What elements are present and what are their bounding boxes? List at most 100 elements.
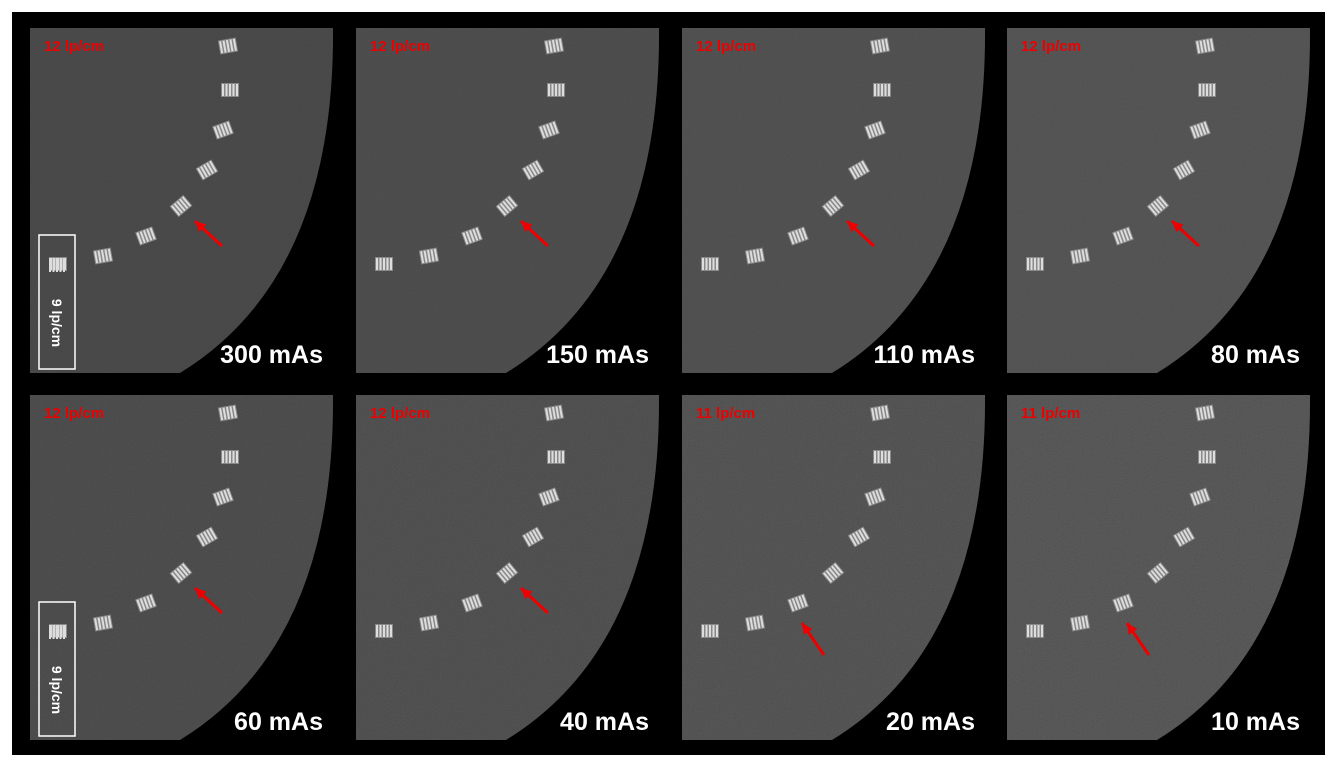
pattern-bar (1081, 616, 1086, 629)
pattern-bar (232, 451, 235, 463)
scale-label: 9 lp/cm (49, 299, 65, 347)
bar-pattern (543, 37, 565, 55)
bar-pattern (547, 83, 565, 97)
pattern-bar (865, 493, 872, 506)
pattern-bar (865, 126, 872, 139)
pattern-bar (176, 567, 186, 579)
pattern-bar (1074, 250, 1079, 263)
pattern-bar (52, 625, 55, 639)
pattern-bar (788, 232, 795, 245)
pattern-bar (1041, 258, 1043, 270)
pattern-bar (555, 39, 560, 52)
arrow-head (521, 588, 533, 600)
pattern-bar (858, 162, 866, 174)
pattern-bar (59, 625, 62, 639)
pattern-bar (97, 617, 102, 630)
pattern-bar (558, 451, 561, 463)
pattern-bar (502, 567, 512, 579)
pattern-bar (752, 616, 758, 630)
arrow-head (847, 221, 859, 233)
pattern-bar (1116, 598, 1123, 611)
pattern-bar (63, 625, 65, 639)
pattern-bar (179, 198, 189, 209)
pattern-bar (1126, 594, 1133, 607)
pattern-bar (472, 595, 479, 608)
pattern-bar (497, 205, 507, 216)
pattern-bar (1199, 451, 1201, 463)
scale-box (38, 601, 76, 737)
pattern-bar (1202, 451, 1205, 463)
pattern-bar (746, 251, 751, 264)
pattern-bar (505, 198, 515, 209)
pattern-bar (1041, 625, 1043, 637)
pattern-bar (213, 126, 220, 139)
pattern-bar (852, 166, 860, 178)
pattern-bar (562, 84, 564, 96)
pattern-bar (1113, 232, 1120, 245)
pattern-bar (549, 122, 556, 135)
bar-pattern (375, 624, 393, 638)
pattern-bar (535, 160, 543, 173)
pattern-bar (881, 39, 886, 52)
pattern-bar (529, 164, 537, 176)
bar-pattern (1112, 226, 1134, 246)
pattern-bar (1206, 39, 1211, 52)
pattern-bar (426, 616, 432, 630)
pattern-bar (229, 39, 234, 52)
pattern-bar (499, 203, 509, 214)
pattern-bar (825, 203, 835, 214)
pattern-bar (542, 125, 549, 138)
pattern-bar (874, 84, 876, 96)
bar-pattern (212, 487, 234, 507)
bar-pattern (375, 257, 393, 271)
pattern-bar (548, 84, 550, 96)
pattern-bar (752, 249, 758, 263)
pattern-bar (716, 258, 718, 270)
pattern-bar (206, 162, 214, 174)
pattern-bar (222, 407, 227, 420)
bar-pattern (1146, 194, 1170, 218)
pattern-bar (216, 125, 223, 138)
pattern-bar (219, 408, 224, 421)
pattern-bar (505, 565, 515, 576)
bar-pattern (873, 83, 891, 97)
bar-pattern (821, 194, 845, 218)
pattern-bar (532, 529, 540, 541)
pattern-bar (1158, 563, 1168, 574)
pattern-bar (526, 166, 534, 178)
pattern-bar (1037, 625, 1040, 637)
pattern-bar (849, 534, 857, 547)
pattern-bar (1081, 249, 1086, 262)
pattern-bar (1206, 451, 1208, 463)
pattern-bar (548, 407, 553, 420)
pattern-bar (798, 595, 805, 608)
pattern-bar (181, 196, 191, 207)
pattern-bar (433, 248, 438, 261)
pattern-bar (1156, 565, 1166, 576)
pattern-bar (386, 625, 389, 637)
pattern-bar (872, 124, 878, 136)
pattern-bar (379, 625, 382, 637)
pattern-bar (1034, 625, 1036, 637)
pattern-bar (390, 258, 392, 270)
pattern-bar (1153, 200, 1163, 212)
pattern-bar (888, 84, 890, 96)
arrow-head (1127, 623, 1138, 635)
pattern-bar (1077, 249, 1083, 263)
pattern-bar (149, 594, 156, 607)
pattern-bar (801, 227, 808, 240)
pattern-bar (49, 258, 51, 272)
pattern-bar (523, 167, 531, 180)
pattern-bar (1202, 84, 1205, 96)
pattern-bar (702, 258, 704, 270)
pattern-bar (823, 572, 833, 583)
pattern-bar (1116, 231, 1123, 244)
bar-pattern (495, 561, 519, 585)
pattern-bar (433, 615, 438, 628)
scale-pattern (49, 625, 65, 639)
pattern-bar (795, 597, 801, 609)
pattern-bar (59, 258, 62, 272)
pattern-bar (1200, 122, 1207, 135)
pattern-bar (759, 248, 764, 261)
pattern-bar (1174, 167, 1182, 180)
